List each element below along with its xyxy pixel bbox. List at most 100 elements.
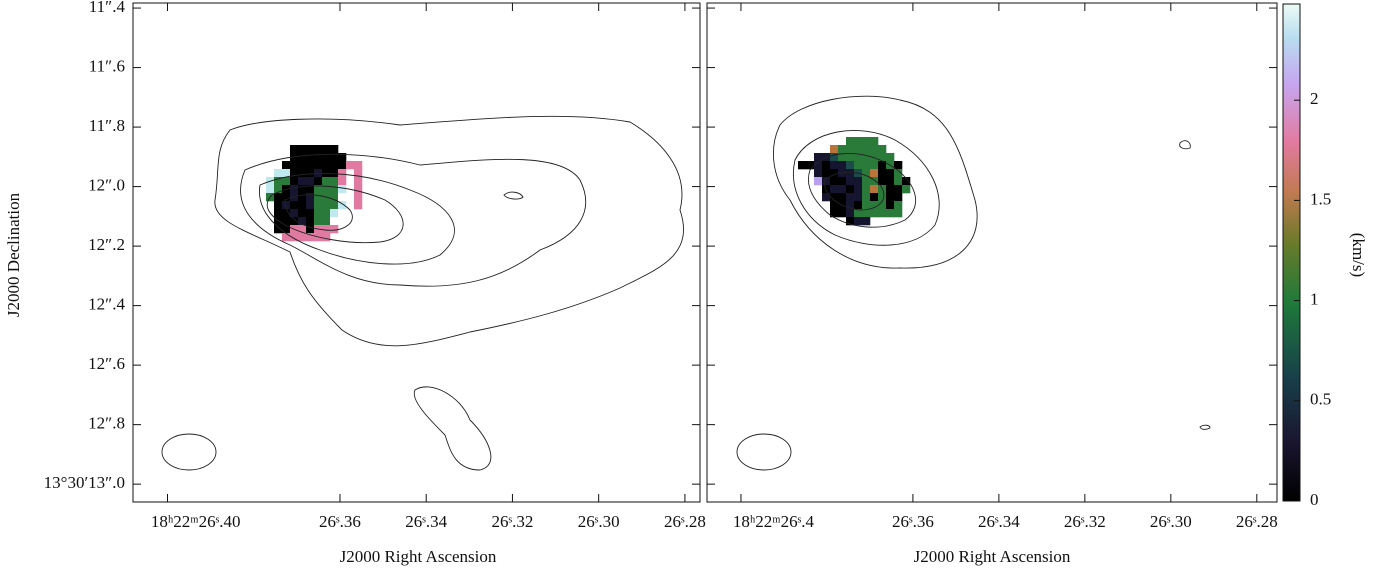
pixel bbox=[290, 193, 299, 202]
pixel bbox=[854, 161, 863, 170]
x-axis-label: J2000 Right Ascension bbox=[340, 547, 497, 566]
colorbar-tick-label: 1 bbox=[1310, 290, 1319, 309]
x-tick-label: 26ˢ.28 bbox=[1236, 512, 1278, 531]
pixel bbox=[838, 153, 847, 162]
y-tick-label: 12″.0 bbox=[88, 175, 125, 194]
pixel bbox=[282, 193, 291, 202]
pixel bbox=[330, 201, 339, 210]
pixel bbox=[894, 201, 903, 210]
pixel bbox=[886, 209, 895, 218]
pixel bbox=[330, 169, 339, 178]
pixel bbox=[846, 137, 855, 146]
pixel bbox=[290, 201, 299, 210]
pixel bbox=[878, 161, 887, 170]
pixel bbox=[870, 177, 879, 186]
y-tick-label: 12″.6 bbox=[88, 354, 125, 373]
pixel bbox=[314, 153, 323, 162]
pixel bbox=[854, 217, 863, 226]
pixel bbox=[846, 201, 855, 210]
pixel bbox=[338, 185, 347, 194]
pixel bbox=[878, 169, 887, 178]
pixel bbox=[290, 169, 299, 178]
y-tick-label: 11″.8 bbox=[89, 116, 125, 135]
pixel bbox=[274, 193, 283, 202]
pixel bbox=[354, 169, 363, 178]
pixel bbox=[878, 193, 887, 202]
pixel bbox=[298, 193, 307, 202]
pixel bbox=[830, 177, 839, 186]
pixel bbox=[330, 185, 339, 194]
pixel bbox=[862, 185, 871, 194]
x-tick-label: 26ˢ.30 bbox=[1150, 512, 1192, 531]
pixel bbox=[322, 185, 331, 194]
pixel bbox=[282, 161, 291, 170]
pixel bbox=[306, 153, 315, 162]
pixel bbox=[298, 201, 307, 210]
pixel bbox=[846, 185, 855, 194]
pixel bbox=[282, 201, 291, 210]
pixel bbox=[282, 225, 291, 234]
pixel bbox=[838, 177, 847, 186]
pixel bbox=[338, 153, 347, 162]
y-tick-label: 12″.4 bbox=[88, 295, 125, 314]
pixel bbox=[830, 145, 839, 154]
pixel bbox=[838, 185, 847, 194]
pixel bbox=[330, 217, 339, 226]
colorbar-tick-label: 1.5 bbox=[1310, 189, 1331, 208]
pixel bbox=[330, 209, 339, 218]
pixel bbox=[298, 145, 307, 154]
pixel bbox=[878, 201, 887, 210]
y-tick-label: 12″.8 bbox=[88, 414, 125, 433]
pixel bbox=[862, 145, 871, 154]
pixel bbox=[338, 209, 347, 218]
pixel bbox=[322, 209, 331, 218]
pixel bbox=[314, 217, 323, 226]
pixel bbox=[330, 225, 339, 234]
pixel bbox=[298, 209, 307, 218]
pixel bbox=[830, 169, 839, 178]
pixel bbox=[830, 209, 839, 218]
pixel bbox=[854, 137, 863, 146]
pixel bbox=[870, 201, 879, 210]
pixel bbox=[298, 169, 307, 178]
pixel bbox=[894, 185, 903, 194]
pixel bbox=[870, 137, 879, 146]
pixel bbox=[862, 169, 871, 178]
x-tick-label: 26ˢ.34 bbox=[405, 512, 447, 531]
pixel bbox=[846, 161, 855, 170]
pixel bbox=[854, 201, 863, 210]
pixel bbox=[886, 169, 895, 178]
colorbar-tick-label: 0.5 bbox=[1310, 390, 1331, 409]
pixel bbox=[274, 201, 283, 210]
x-axis-label: J2000 Right Ascension bbox=[914, 547, 1071, 566]
pixel bbox=[814, 169, 823, 178]
pixel bbox=[838, 145, 847, 154]
pixel bbox=[298, 153, 307, 162]
pixel bbox=[338, 177, 347, 186]
pixel bbox=[306, 201, 315, 210]
x-tick-label: 26ˢ.34 bbox=[978, 512, 1020, 531]
pixel bbox=[306, 225, 315, 234]
pixel bbox=[838, 209, 847, 218]
pixel bbox=[862, 217, 871, 226]
pixel bbox=[322, 153, 331, 162]
y-tick-label: 12″.2 bbox=[88, 235, 125, 254]
pixel bbox=[354, 193, 363, 202]
pixel bbox=[894, 209, 903, 218]
pixel bbox=[290, 177, 299, 186]
pixel bbox=[862, 153, 871, 162]
pixel bbox=[838, 193, 847, 202]
pixel bbox=[902, 177, 911, 186]
pixel bbox=[322, 217, 331, 226]
pixel bbox=[338, 201, 347, 210]
pixel bbox=[886, 177, 895, 186]
pixel bbox=[290, 209, 299, 218]
pixel bbox=[330, 161, 339, 170]
y-tick-label: 11″.6 bbox=[89, 56, 125, 75]
pixel bbox=[338, 193, 347, 202]
pixel bbox=[846, 153, 855, 162]
pixel bbox=[830, 153, 839, 162]
pixel bbox=[306, 169, 315, 178]
pixel bbox=[290, 145, 299, 154]
pixel bbox=[870, 185, 879, 194]
